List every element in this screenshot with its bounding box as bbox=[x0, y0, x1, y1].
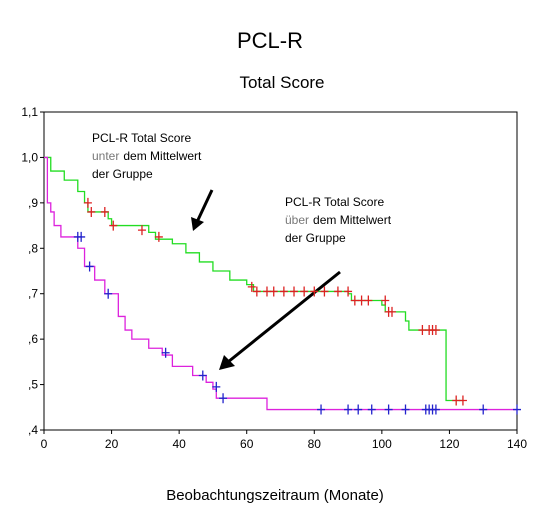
censor-mark bbox=[198, 370, 207, 381]
arrow-head bbox=[219, 355, 235, 370]
censor-mark bbox=[77, 231, 86, 242]
censor-mark bbox=[344, 404, 353, 415]
censor-mark bbox=[367, 404, 376, 415]
censor-mark bbox=[452, 395, 461, 406]
x-axis-label: Beobachtungszeitraum (Monate) bbox=[166, 487, 384, 504]
censor-mark bbox=[317, 404, 326, 415]
arrow bbox=[227, 270, 341, 364]
y-tick-label: 1,0 bbox=[21, 150, 38, 164]
censor-mark bbox=[137, 225, 146, 236]
censor-mark bbox=[513, 404, 521, 415]
censor-mark bbox=[85, 261, 94, 272]
x-tick-label: 60 bbox=[240, 437, 254, 451]
censor-mark bbox=[479, 404, 488, 415]
censor-mark bbox=[387, 306, 396, 317]
survival-line bbox=[44, 156, 517, 411]
censor-mark bbox=[310, 286, 319, 297]
censor-mark bbox=[279, 286, 288, 297]
censor-mark bbox=[384, 404, 393, 415]
censor-mark bbox=[300, 286, 309, 297]
censor-mark bbox=[381, 295, 390, 306]
x-tick-label: 20 bbox=[105, 437, 119, 451]
censor-mark bbox=[262, 286, 271, 297]
censor-mark bbox=[247, 281, 256, 292]
arrow-head bbox=[191, 217, 204, 231]
x-tick-label: 40 bbox=[172, 437, 186, 451]
censor-mark bbox=[104, 288, 113, 299]
y-tick-label: ,7 bbox=[28, 287, 38, 301]
censor-mark bbox=[364, 295, 373, 306]
x-tick-label: 80 bbox=[308, 437, 322, 451]
x-tick-label: 0 bbox=[41, 437, 48, 451]
censor-mark bbox=[83, 197, 92, 208]
annotation-part: unter bbox=[92, 149, 119, 163]
y-tick-label: ,4 bbox=[28, 423, 38, 437]
censor-mark bbox=[100, 206, 109, 217]
chart-subtitle: Total Score bbox=[239, 73, 324, 92]
annotation: PCL-R Total Score bbox=[92, 131, 191, 145]
plot-frame bbox=[43, 111, 518, 431]
censor-mark bbox=[161, 347, 170, 358]
y-tick-label: ,6 bbox=[28, 332, 38, 346]
x-tick-label: 140 bbox=[507, 437, 527, 451]
censor-mark bbox=[87, 206, 96, 217]
censor-mark bbox=[252, 286, 261, 297]
censor-mark bbox=[431, 404, 440, 415]
annotation: PCL-R Total Score bbox=[285, 195, 384, 209]
annotation: der Gruppe bbox=[285, 231, 346, 245]
annotation: unter dem Mittelwert bbox=[92, 149, 202, 163]
censor-mark bbox=[109, 220, 118, 231]
censor-mark bbox=[269, 286, 278, 297]
x-tick-label: 120 bbox=[439, 437, 459, 451]
y-tick-label: 1,1 bbox=[21, 105, 38, 119]
annotation-part: dem Mittelwert bbox=[123, 149, 202, 163]
censor-mark bbox=[290, 286, 299, 297]
censor-mark bbox=[418, 325, 427, 336]
annotation-part: über bbox=[285, 213, 309, 227]
censor-mark bbox=[344, 286, 353, 297]
censor-mark bbox=[219, 393, 228, 404]
censor-mark bbox=[350, 295, 359, 306]
censor-mark bbox=[357, 295, 366, 306]
annotation-part: dem Mittelwert bbox=[313, 213, 392, 227]
y-tick-label: ,8 bbox=[28, 241, 38, 255]
censor-mark bbox=[458, 395, 467, 406]
censor-mark bbox=[333, 286, 342, 297]
annotation: über dem Mittelwert bbox=[285, 213, 392, 227]
arrow bbox=[195, 189, 214, 223]
censor-mark bbox=[431, 325, 440, 336]
censor-mark bbox=[354, 404, 363, 415]
y-tick-label: ,9 bbox=[28, 196, 38, 210]
x-tick-label: 100 bbox=[372, 437, 392, 451]
annotation: der Gruppe bbox=[92, 167, 153, 181]
censor-mark bbox=[401, 404, 410, 415]
censor-mark bbox=[320, 286, 329, 297]
censor-mark bbox=[212, 381, 221, 392]
survival-line bbox=[44, 156, 463, 402]
chart-title: PCL-R bbox=[237, 28, 303, 53]
censor-mark bbox=[154, 231, 163, 242]
y-tick-label: ,5 bbox=[28, 378, 38, 392]
